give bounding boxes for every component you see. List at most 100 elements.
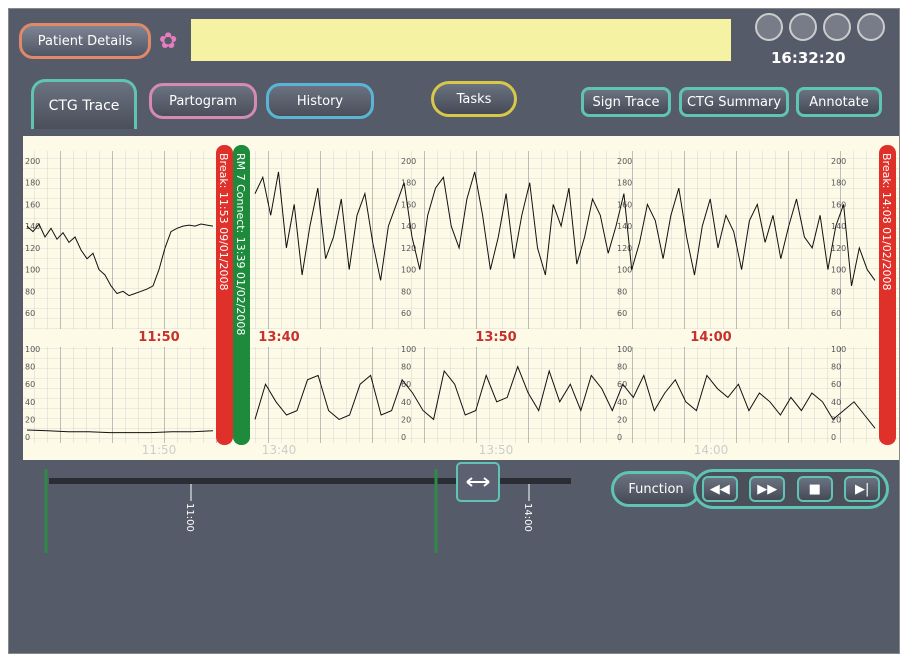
time-label-faded: 11:50 [142, 443, 177, 457]
end-button[interactable]: ▶| [844, 476, 881, 502]
fhr-scale-label: 140 [617, 222, 632, 231]
toco-scale-label: 80 [401, 363, 411, 372]
time-label: 11:50 [138, 330, 179, 345]
app-window: Patient Details ✿ 16:32:20 CTG Trace Par… [8, 8, 900, 654]
toco-scale-label: 80 [617, 363, 627, 372]
event-marker [233, 145, 250, 445]
fhr-scale-label: 80 [401, 287, 411, 296]
toco-scale-label: 80 [831, 363, 841, 372]
close-icon[interactable] [857, 13, 885, 41]
toco-scale-label: 80 [25, 363, 35, 372]
fhr-scale-label: 160 [25, 200, 40, 209]
fhr-scale-label: 180 [617, 179, 632, 188]
fhr-scale-label: 180 [831, 179, 846, 188]
minimize-icon[interactable] [823, 13, 851, 41]
playback-controls: ◀◀ ▶▶ ■ ▶| [693, 469, 889, 509]
fhr-scale-label: 60 [831, 309, 841, 318]
time-label: 13:50 [475, 330, 516, 345]
forward-button[interactable]: ▶▶ [749, 476, 786, 502]
fhr-scale-label: 80 [25, 287, 35, 296]
fhr-scale-label: 100 [401, 266, 416, 275]
toco-scale-label: 40 [617, 398, 627, 407]
toco-scale-label: 20 [831, 415, 841, 424]
event-marker [879, 145, 896, 445]
action-button[interactable]: Sign Trace [581, 87, 671, 117]
toco-scale-label: 20 [401, 415, 411, 424]
fhr-scale-label: 120 [617, 244, 632, 253]
rewind-button[interactable]: ◀◀ [701, 476, 738, 502]
action-button[interactable]: CTG Summary [679, 87, 789, 117]
toco-scale-label: 100 [831, 345, 846, 354]
tasks-button[interactable]: Tasks [431, 81, 517, 117]
fhr-scale-label: 140 [401, 222, 416, 231]
toco-scale-label: 40 [401, 398, 411, 407]
fhr-scale-label: 120 [831, 244, 846, 253]
function-button[interactable]: Function [611, 471, 701, 507]
settings-icon[interactable] [789, 13, 817, 41]
time-label-faded: 13:50 [479, 443, 514, 457]
event-marker [216, 145, 233, 445]
fhr-scale-label: 60 [25, 309, 35, 318]
fhr-scale-label: 80 [617, 287, 627, 296]
event-marker-label: RM 7 Connect: 13:39 01/02/2008 [234, 153, 247, 335]
fhr-scale-label: 100 [831, 266, 846, 275]
toco-scale-label: 0 [831, 433, 836, 442]
zoom-icon[interactable] [755, 13, 783, 41]
action-button[interactable]: Annotate [796, 87, 882, 117]
toco-scale-label: 20 [25, 415, 35, 424]
fhr-scale-label: 60 [617, 309, 627, 318]
fhr-scale-label: 140 [25, 222, 40, 231]
fhr-trace [26, 223, 214, 297]
tab[interactable]: CTG Trace [31, 79, 137, 129]
flower-icon: ✿ [159, 29, 178, 54]
fhr-trace [254, 171, 876, 287]
fhr-grid [23, 151, 899, 329]
fhr-scale-label: 200 [617, 157, 632, 166]
fhr-scale-label: 200 [25, 157, 40, 166]
toco-trace [26, 429, 214, 434]
toco-scale-label: 100 [617, 345, 632, 354]
window-icons [755, 13, 885, 41]
fhr-scale-label: 100 [25, 266, 40, 275]
fhr-scale-label: 160 [401, 200, 416, 209]
scroll-arrows-icon [466, 477, 490, 487]
toco-scale-label: 60 [25, 380, 35, 389]
event-marker-label: Break: 11:53 09/01/2008 [217, 153, 230, 291]
time-label-faded: 13:40 [262, 443, 297, 457]
toco-scale-label: 40 [831, 398, 841, 407]
toco-scale-label: 100 [25, 345, 40, 354]
time-label-faded: 14:00 [694, 443, 729, 457]
toco-scale-label: 0 [617, 433, 622, 442]
toco-scale-label: 100 [401, 345, 416, 354]
toco-scale-label: 60 [831, 380, 841, 389]
toco-scale-label: 40 [25, 398, 35, 407]
fhr-scale-label: 180 [401, 179, 416, 188]
clock: 16:32:20 [771, 49, 846, 67]
fhr-scale-label: 200 [401, 157, 416, 166]
message-bar [191, 19, 731, 61]
stop-button[interactable]: ■ [796, 476, 833, 502]
fhr-scale-label: 180 [25, 179, 40, 188]
time-label: 14:00 [690, 330, 731, 345]
fhr-scale-label: 160 [831, 200, 846, 209]
timeline-label: 11:00 [184, 503, 195, 532]
fhr-scale-label: 120 [25, 244, 40, 253]
toco-scale-label: 0 [401, 433, 406, 442]
timeline-label: 14:00 [522, 503, 533, 532]
fhr-scale-label: 200 [831, 157, 846, 166]
fhr-scale-label: 80 [831, 287, 841, 296]
event-marker-label: Break: 14:08 01/02/2008 [880, 153, 893, 291]
toco-grid [23, 347, 899, 443]
fhr-scale-label: 60 [401, 309, 411, 318]
fhr-scale-label: 120 [401, 244, 416, 253]
toco-scale-label: 20 [617, 415, 627, 424]
patient-details-button[interactable]: Patient Details [19, 23, 151, 59]
toco-trace [254, 365, 876, 429]
ctg-trace: 11:00 14:00 6080100120140160180200020406… [23, 136, 899, 553]
tab[interactable]: History [266, 83, 374, 119]
time-label: 13:40 [258, 330, 299, 345]
tab[interactable]: Partogram [149, 83, 257, 119]
fhr-scale-label: 100 [617, 266, 632, 275]
fhr-scale-label: 140 [831, 222, 846, 231]
toco-scale-label: 0 [25, 433, 30, 442]
